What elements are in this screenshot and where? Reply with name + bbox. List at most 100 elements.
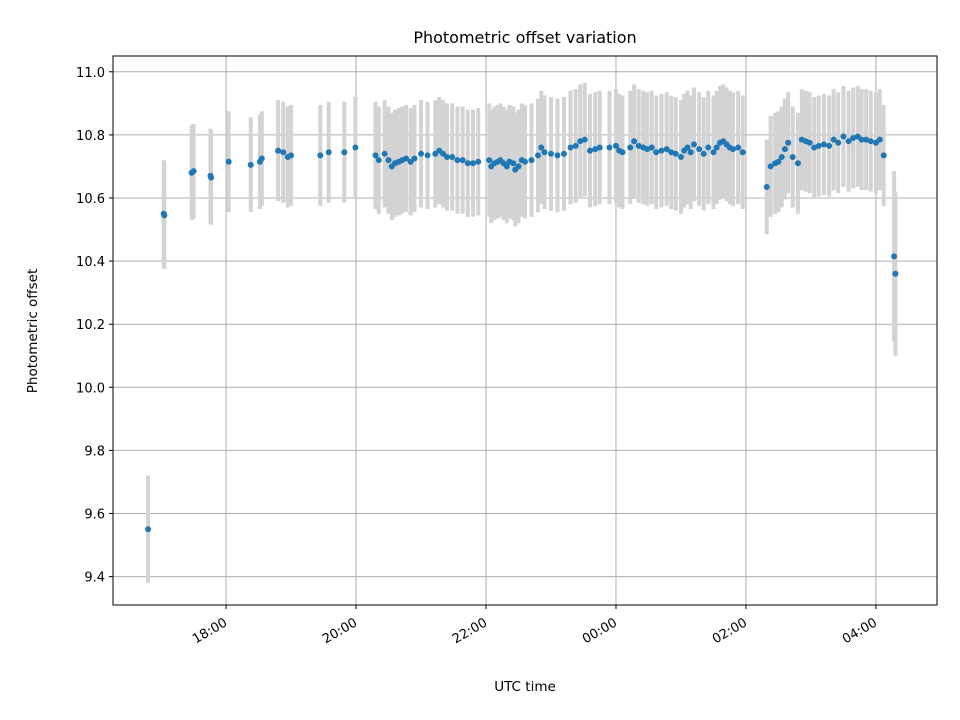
data-point (729, 146, 736, 153)
data-point (247, 161, 254, 168)
data-point (325, 149, 332, 156)
data-point (739, 149, 746, 156)
y-tick-label: 10.0 (76, 381, 105, 396)
data-point (789, 153, 796, 160)
data-point (522, 158, 528, 165)
data-point (705, 144, 712, 151)
data-point (403, 155, 410, 162)
data-point (606, 144, 613, 151)
data-point (538, 144, 545, 151)
y-axis-ticks: 9.4 9.6 9.8 10.0 10.2 10.4 10.6 10.8 11.0 (76, 66, 113, 586)
plot-frame (112, 55, 938, 606)
data-point (577, 138, 584, 145)
data-point (635, 142, 642, 149)
data-point (781, 146, 788, 153)
data-point (225, 158, 232, 165)
data-point (596, 144, 603, 151)
data-point (658, 147, 665, 154)
data-point (444, 153, 451, 160)
y-tick-label: 10.6 (76, 192, 105, 207)
data-point (627, 144, 634, 151)
data-point (794, 160, 801, 167)
y-tick-label: 9.6 (84, 508, 105, 523)
data-point (811, 144, 818, 151)
data-point (161, 212, 168, 219)
data-point (372, 152, 379, 159)
data-point (258, 155, 265, 162)
data-point (619, 149, 626, 156)
data-point (449, 153, 456, 160)
y-tick-label: 9.4 (84, 571, 105, 586)
data-point (534, 152, 541, 159)
data-point (288, 152, 295, 159)
data-point (775, 158, 782, 165)
data-point (418, 150, 425, 157)
data-point (475, 158, 482, 165)
data-point (830, 136, 837, 143)
data-point (572, 142, 579, 149)
data-point (528, 157, 535, 164)
chart-title: Photometric offset variation (413, 28, 636, 47)
data-point (470, 160, 477, 167)
data-point (510, 160, 517, 167)
data-point (567, 144, 574, 151)
data-point (547, 150, 554, 157)
data-point (863, 136, 870, 143)
data-point (663, 146, 670, 153)
data-point (375, 157, 382, 164)
data-point (190, 168, 197, 175)
data-point (644, 146, 651, 153)
data-point (687, 149, 694, 156)
data-point (631, 138, 638, 145)
data-point (381, 150, 388, 157)
data-point (763, 183, 770, 190)
data-point (464, 160, 471, 167)
data-point (208, 174, 215, 181)
data-point (880, 152, 887, 159)
data-point (560, 150, 567, 157)
data-point (586, 147, 593, 154)
data-point (486, 157, 493, 164)
data-point (778, 153, 785, 160)
data-point (835, 139, 842, 146)
data-point (317, 152, 324, 159)
data-point (592, 146, 599, 153)
data-point (845, 138, 852, 145)
data-point (411, 155, 418, 162)
data-point (767, 163, 774, 170)
data-point (275, 147, 282, 154)
data-point (684, 144, 691, 151)
data-point (653, 149, 660, 156)
data-point (515, 163, 522, 170)
data-point (840, 133, 847, 140)
data-point (648, 144, 655, 151)
data-point (581, 136, 588, 143)
y-tick-label: 10.8 (76, 129, 105, 144)
data-point (459, 157, 466, 164)
data-point (385, 157, 392, 164)
data-point (503, 163, 510, 170)
data-point (876, 136, 883, 143)
data-point (672, 150, 679, 157)
data-point (826, 142, 833, 149)
data-point (815, 142, 822, 149)
data-point (735, 144, 742, 151)
data-point (668, 149, 675, 156)
data-point (541, 149, 548, 156)
data-point (341, 149, 348, 156)
data-point (858, 136, 865, 143)
data-points (145, 133, 899, 533)
y-tick-label: 10.2 (76, 318, 105, 333)
data-point (710, 149, 717, 156)
data-point (696, 146, 703, 153)
y-axis-label: Photometric offset (25, 269, 41, 393)
data-point (806, 139, 813, 146)
data-point (280, 149, 287, 156)
data-point (867, 138, 874, 145)
data-point (352, 144, 359, 151)
y-tick-label: 9.8 (84, 444, 105, 459)
data-point (554, 152, 561, 159)
data-point (677, 153, 684, 160)
data-point (424, 152, 431, 159)
